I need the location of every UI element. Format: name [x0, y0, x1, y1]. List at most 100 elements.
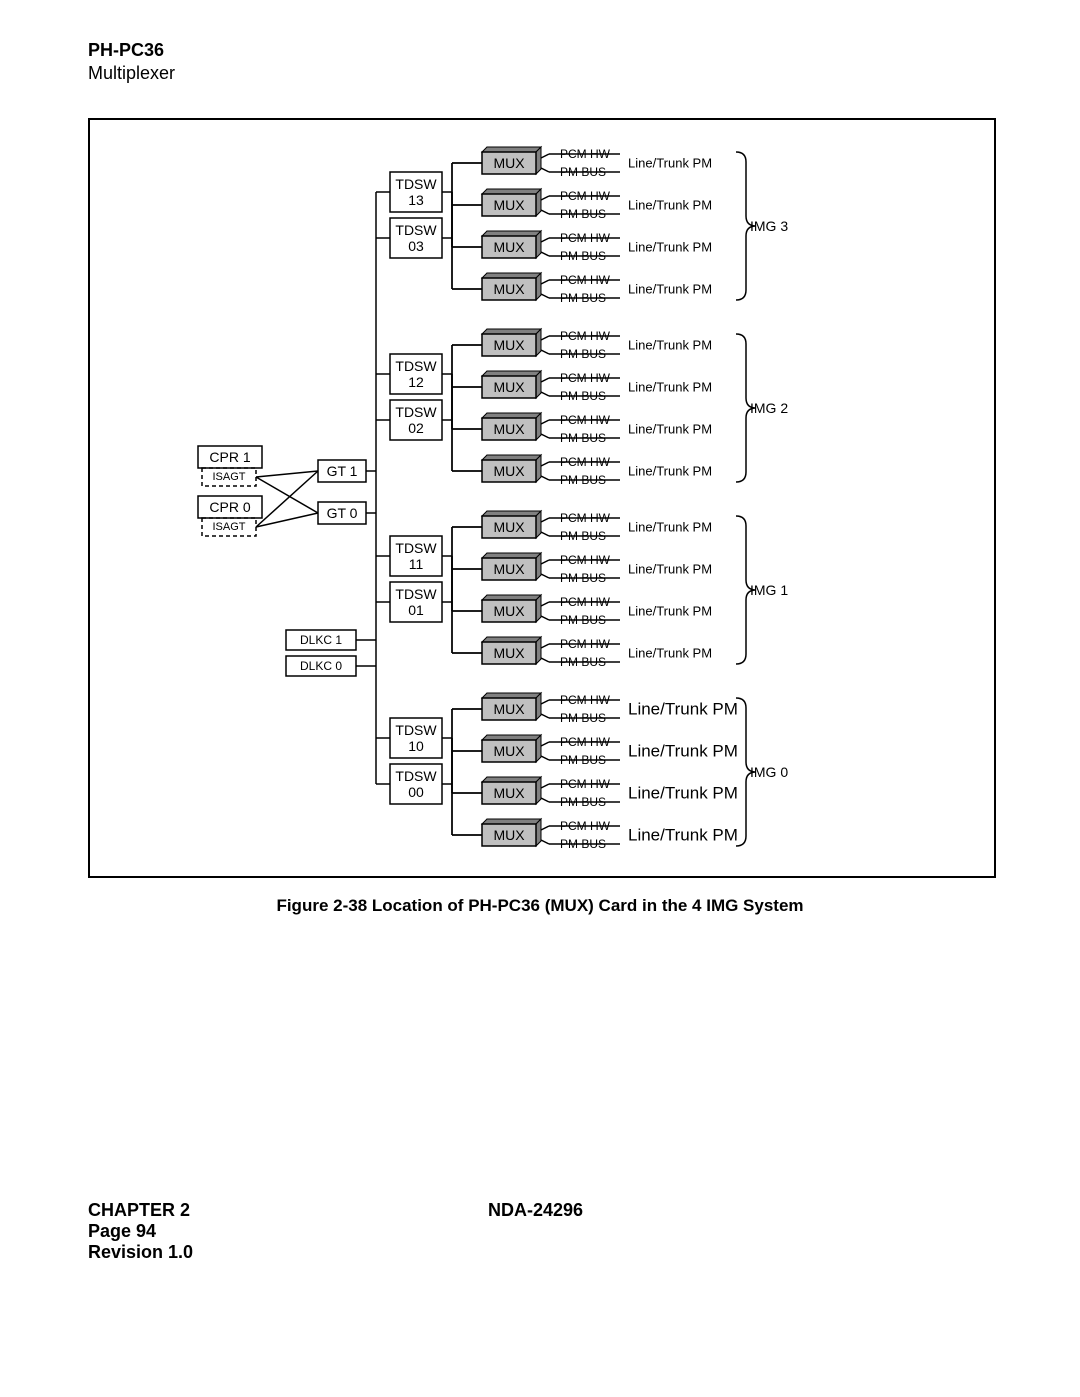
svg-text:PCM HW: PCM HW [560, 735, 611, 749]
svg-text:11: 11 [409, 556, 424, 572]
svg-text:PCM HW: PCM HW [560, 777, 611, 791]
svg-text:MUX: MUX [493, 155, 525, 171]
svg-text:MUX: MUX [493, 827, 525, 843]
svg-text:MUX: MUX [493, 463, 525, 479]
svg-text:MUX: MUX [493, 701, 525, 717]
svg-text:MUX: MUX [493, 379, 525, 395]
svg-text:MUX: MUX [493, 519, 525, 535]
svg-text:ISAGT: ISAGT [212, 521, 245, 533]
svg-text:PM BUS: PM BUS [560, 571, 606, 585]
svg-text:IMG 2: IMG 2 [750, 400, 788, 416]
svg-text:PCM HW: PCM HW [560, 371, 611, 385]
svg-text:MUX: MUX [493, 239, 525, 255]
svg-text:Line/Trunk PM: Line/Trunk PM [628, 464, 712, 479]
svg-text:MUX: MUX [493, 645, 525, 661]
svg-text:TDSW: TDSW [395, 586, 437, 602]
svg-text:10: 10 [408, 738, 424, 754]
svg-text:02: 02 [408, 420, 424, 436]
svg-text:PM BUS: PM BUS [560, 753, 606, 767]
svg-text:PCM HW: PCM HW [560, 147, 611, 161]
svg-text:CPR 1: CPR 1 [209, 449, 250, 465]
footer-revision: Revision 1.0 [88, 1242, 992, 1263]
svg-text:Line/Trunk PM: Line/Trunk PM [628, 562, 712, 577]
svg-text:12: 12 [408, 374, 424, 390]
svg-text:PM BUS: PM BUS [560, 347, 606, 361]
svg-text:Line/Trunk PM: Line/Trunk PM [628, 282, 712, 297]
svg-text:PM BUS: PM BUS [560, 711, 606, 725]
svg-text:Line/Trunk PM: Line/Trunk PM [628, 156, 712, 171]
svg-text:PCM HW: PCM HW [560, 413, 611, 427]
svg-text:MUX: MUX [493, 561, 525, 577]
svg-text:TDSW: TDSW [395, 176, 437, 192]
page-title: PH-PC36 [88, 40, 175, 61]
svg-text:CPR 0: CPR 0 [209, 499, 250, 515]
svg-text:DLKC 0: DLKC 0 [300, 659, 342, 673]
page: PH-PC36 Multiplexer MUX PCM HW PM BUS Line/… [0, 0, 1080, 1397]
svg-text:MUX: MUX [493, 281, 525, 297]
svg-text:Line/Trunk PM: Line/Trunk PM [628, 742, 738, 761]
svg-text:GT 0: GT 0 [327, 505, 358, 521]
footer: CHAPTER 2 Page 94 Revision 1.0 NDA-24296 [88, 1200, 992, 1263]
svg-text:PCM HW: PCM HW [560, 819, 611, 833]
svg-text:13: 13 [408, 192, 424, 208]
svg-text:PCM HW: PCM HW [560, 231, 611, 245]
svg-text:Line/Trunk PM: Line/Trunk PM [628, 338, 712, 353]
svg-text:IMG 3: IMG 3 [750, 218, 788, 234]
svg-text:PM BUS: PM BUS [560, 529, 606, 543]
svg-text:PCM HW: PCM HW [560, 693, 611, 707]
svg-text:PCM HW: PCM HW [560, 595, 611, 609]
diagram-svg: MUX PCM HW PM BUS Line/Trunk PM MUX PCM HW PM … [90, 120, 994, 876]
svg-text:PM BUS: PM BUS [560, 655, 606, 669]
svg-text:IMG 0: IMG 0 [750, 764, 788, 780]
svg-text:03: 03 [408, 238, 424, 254]
svg-text:PM BUS: PM BUS [560, 165, 606, 179]
svg-text:PCM HW: PCM HW [560, 553, 611, 567]
svg-text:Line/Trunk PM: Line/Trunk PM [628, 198, 712, 213]
svg-text:PCM HW: PCM HW [560, 189, 611, 203]
svg-text:PM BUS: PM BUS [560, 837, 606, 851]
svg-text:PCM HW: PCM HW [560, 455, 611, 469]
svg-text:PCM HW: PCM HW [560, 273, 611, 287]
footer-doc: NDA-24296 [488, 1200, 583, 1221]
svg-text:TDSW: TDSW [395, 222, 437, 238]
footer-page: Page 94 [88, 1221, 992, 1242]
svg-text:Line/Trunk PM: Line/Trunk PM [628, 700, 738, 719]
diagram-frame: MUX PCM HW PM BUS Line/Trunk PM MUX PCM HW PM … [88, 118, 996, 878]
svg-text:TDSW: TDSW [395, 540, 437, 556]
svg-text:Line/Trunk PM: Line/Trunk PM [628, 826, 738, 845]
svg-text:TDSW: TDSW [395, 768, 437, 784]
svg-text:MUX: MUX [493, 337, 525, 353]
figure-caption: Figure 2-38 Location of PH-PC36 (MUX) Ca… [0, 896, 1080, 916]
svg-text:PM BUS: PM BUS [560, 473, 606, 487]
svg-text:PM BUS: PM BUS [560, 249, 606, 263]
svg-text:PCM HW: PCM HW [560, 637, 611, 651]
svg-text:IMG 1: IMG 1 [750, 582, 788, 598]
svg-text:MUX: MUX [493, 785, 525, 801]
svg-text:PM BUS: PM BUS [560, 613, 606, 627]
header: PH-PC36 Multiplexer [88, 40, 175, 84]
svg-text:PM BUS: PM BUS [560, 291, 606, 305]
svg-text:GT 1: GT 1 [327, 463, 358, 479]
svg-text:PM BUS: PM BUS [560, 389, 606, 403]
svg-text:PCM HW: PCM HW [560, 329, 611, 343]
svg-text:TDSW: TDSW [395, 722, 437, 738]
svg-text:MUX: MUX [493, 743, 525, 759]
svg-text:MUX: MUX [493, 603, 525, 619]
page-subtitle: Multiplexer [88, 63, 175, 84]
svg-text:MUX: MUX [493, 197, 525, 213]
svg-text:ISAGT: ISAGT [212, 471, 245, 483]
svg-text:Line/Trunk PM: Line/Trunk PM [628, 422, 712, 437]
svg-text:Line/Trunk PM: Line/Trunk PM [628, 646, 712, 661]
svg-text:DLKC 1: DLKC 1 [300, 633, 342, 647]
svg-text:Line/Trunk PM: Line/Trunk PM [628, 520, 712, 535]
svg-text:Line/Trunk PM: Line/Trunk PM [628, 380, 712, 395]
svg-text:TDSW: TDSW [395, 358, 437, 374]
svg-text:01: 01 [408, 602, 424, 618]
svg-text:PCM HW: PCM HW [560, 511, 611, 525]
svg-text:MUX: MUX [493, 421, 525, 437]
svg-text:00: 00 [408, 784, 424, 800]
svg-text:Line/Trunk PM: Line/Trunk PM [628, 604, 712, 619]
svg-text:PM BUS: PM BUS [560, 431, 606, 445]
svg-text:PM BUS: PM BUS [560, 795, 606, 809]
svg-text:TDSW: TDSW [395, 404, 437, 420]
